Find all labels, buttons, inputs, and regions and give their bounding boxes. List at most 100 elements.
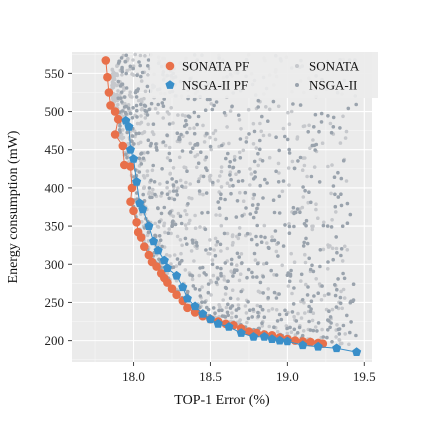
scatter-dot	[311, 269, 316, 274]
scatter-dot	[230, 243, 235, 247]
scatter-dot	[219, 223, 224, 228]
scatter-dot	[299, 272, 304, 277]
scatter-dot	[180, 258, 184, 263]
scatter-dot	[142, 103, 147, 108]
scatter-dot	[303, 260, 308, 265]
scatter-dot	[230, 234, 235, 239]
scatter-dot	[204, 191, 209, 195]
scatter-dot	[146, 122, 150, 127]
scatter-dot	[134, 89, 138, 93]
scatter-dot	[347, 342, 351, 347]
scatter-dot	[218, 305, 222, 309]
scatter-dot	[302, 124, 307, 128]
scatter-dot	[170, 224, 174, 228]
scatter-dot	[290, 310, 295, 314]
scatter-dot	[288, 272, 293, 277]
nsga-pf-point	[121, 115, 131, 125]
scatter-dot	[254, 210, 258, 214]
scatter-dot	[304, 282, 308, 287]
scatter-dot	[186, 114, 191, 118]
sonata-pf-point	[136, 233, 146, 242]
scatter-dot	[270, 235, 274, 239]
nsga-pf-point	[138, 204, 148, 214]
scatter-dot	[310, 263, 314, 268]
scatter-dot	[225, 125, 229, 129]
scatter-dot	[305, 174, 309, 179]
scatter-dot	[269, 268, 274, 273]
scatter-dot	[120, 128, 125, 132]
scatter-dot	[223, 197, 227, 202]
scatter-dot	[193, 226, 198, 230]
scatter-dot	[264, 261, 269, 266]
scatter-dot	[210, 258, 215, 262]
scatter-dot	[139, 114, 143, 118]
scatter-dot	[260, 321, 264, 326]
scatter-dot	[255, 242, 259, 247]
scatter-dot	[348, 330, 352, 335]
scatter-dot	[236, 297, 240, 301]
scatter-dot	[274, 169, 278, 174]
scatter-dot	[174, 180, 179, 184]
scatter-dot	[192, 97, 197, 102]
scatter-dot	[172, 253, 177, 257]
scatter-dot	[304, 236, 308, 241]
scatter-dot	[119, 90, 124, 94]
scatter-dot	[160, 167, 164, 171]
nsga-pf-point	[162, 263, 172, 272]
scatter-dot	[346, 106, 351, 111]
sonata-pf-point	[244, 327, 254, 336]
scatter-dot	[240, 261, 244, 265]
scatter-dot	[245, 275, 249, 280]
scatter-dot	[349, 320, 353, 324]
scatter-dot	[159, 194, 163, 198]
scatter-dot	[310, 227, 315, 232]
scatter-dot	[343, 332, 348, 336]
scatter-dot	[340, 306, 345, 311]
scatter-dot	[196, 161, 201, 165]
scatter-dot	[222, 274, 226, 279]
scatter-dot	[175, 257, 180, 261]
scatter-dot	[251, 307, 256, 312]
scatter-dot	[227, 141, 231, 146]
nsga-pf-point	[190, 301, 200, 311]
scatter-dot	[149, 141, 153, 146]
scatter-dot	[110, 68, 115, 72]
scatter-dot	[252, 159, 257, 164]
scatter-dot	[239, 289, 243, 294]
scatter-dot	[319, 120, 324, 124]
scatter-dot	[260, 159, 265, 163]
scatter-dot	[292, 224, 296, 229]
scatter-dot	[120, 109, 125, 113]
scatter-dot	[147, 186, 152, 190]
scatter-dot	[248, 308, 252, 313]
scatter-dot	[240, 214, 244, 218]
scatter-dot	[296, 311, 300, 316]
nsga-pf-point	[178, 282, 188, 292]
scatter-dot	[264, 105, 268, 109]
scatter-dot	[146, 58, 151, 62]
scatter-dot	[165, 156, 170, 160]
scatter-dot	[236, 113, 241, 117]
sonata-pf-point	[163, 278, 172, 287]
scatter-dot	[130, 134, 135, 138]
scatter-dot	[200, 265, 205, 270]
scatter-dot	[318, 248, 323, 252]
scatter-dot	[219, 169, 224, 174]
scatter-dot	[339, 203, 344, 208]
scatter-dot	[253, 170, 257, 174]
scatter-dot	[139, 102, 143, 107]
scatter-dot	[309, 299, 314, 304]
pareto-fronts	[101, 56, 362, 356]
scatter-dot	[136, 141, 141, 146]
scatter-dot	[219, 249, 223, 253]
sonata-pf-point	[306, 337, 315, 347]
scatter-dot	[196, 179, 201, 184]
scatter-dot	[177, 137, 181, 142]
scatter-dot	[218, 213, 222, 217]
scatter-dot	[145, 113, 150, 117]
scatter-dot	[292, 166, 297, 171]
scatter-dot	[126, 56, 130, 61]
sonata-pf-point	[113, 114, 123, 124]
scatter-dot	[300, 168, 305, 172]
